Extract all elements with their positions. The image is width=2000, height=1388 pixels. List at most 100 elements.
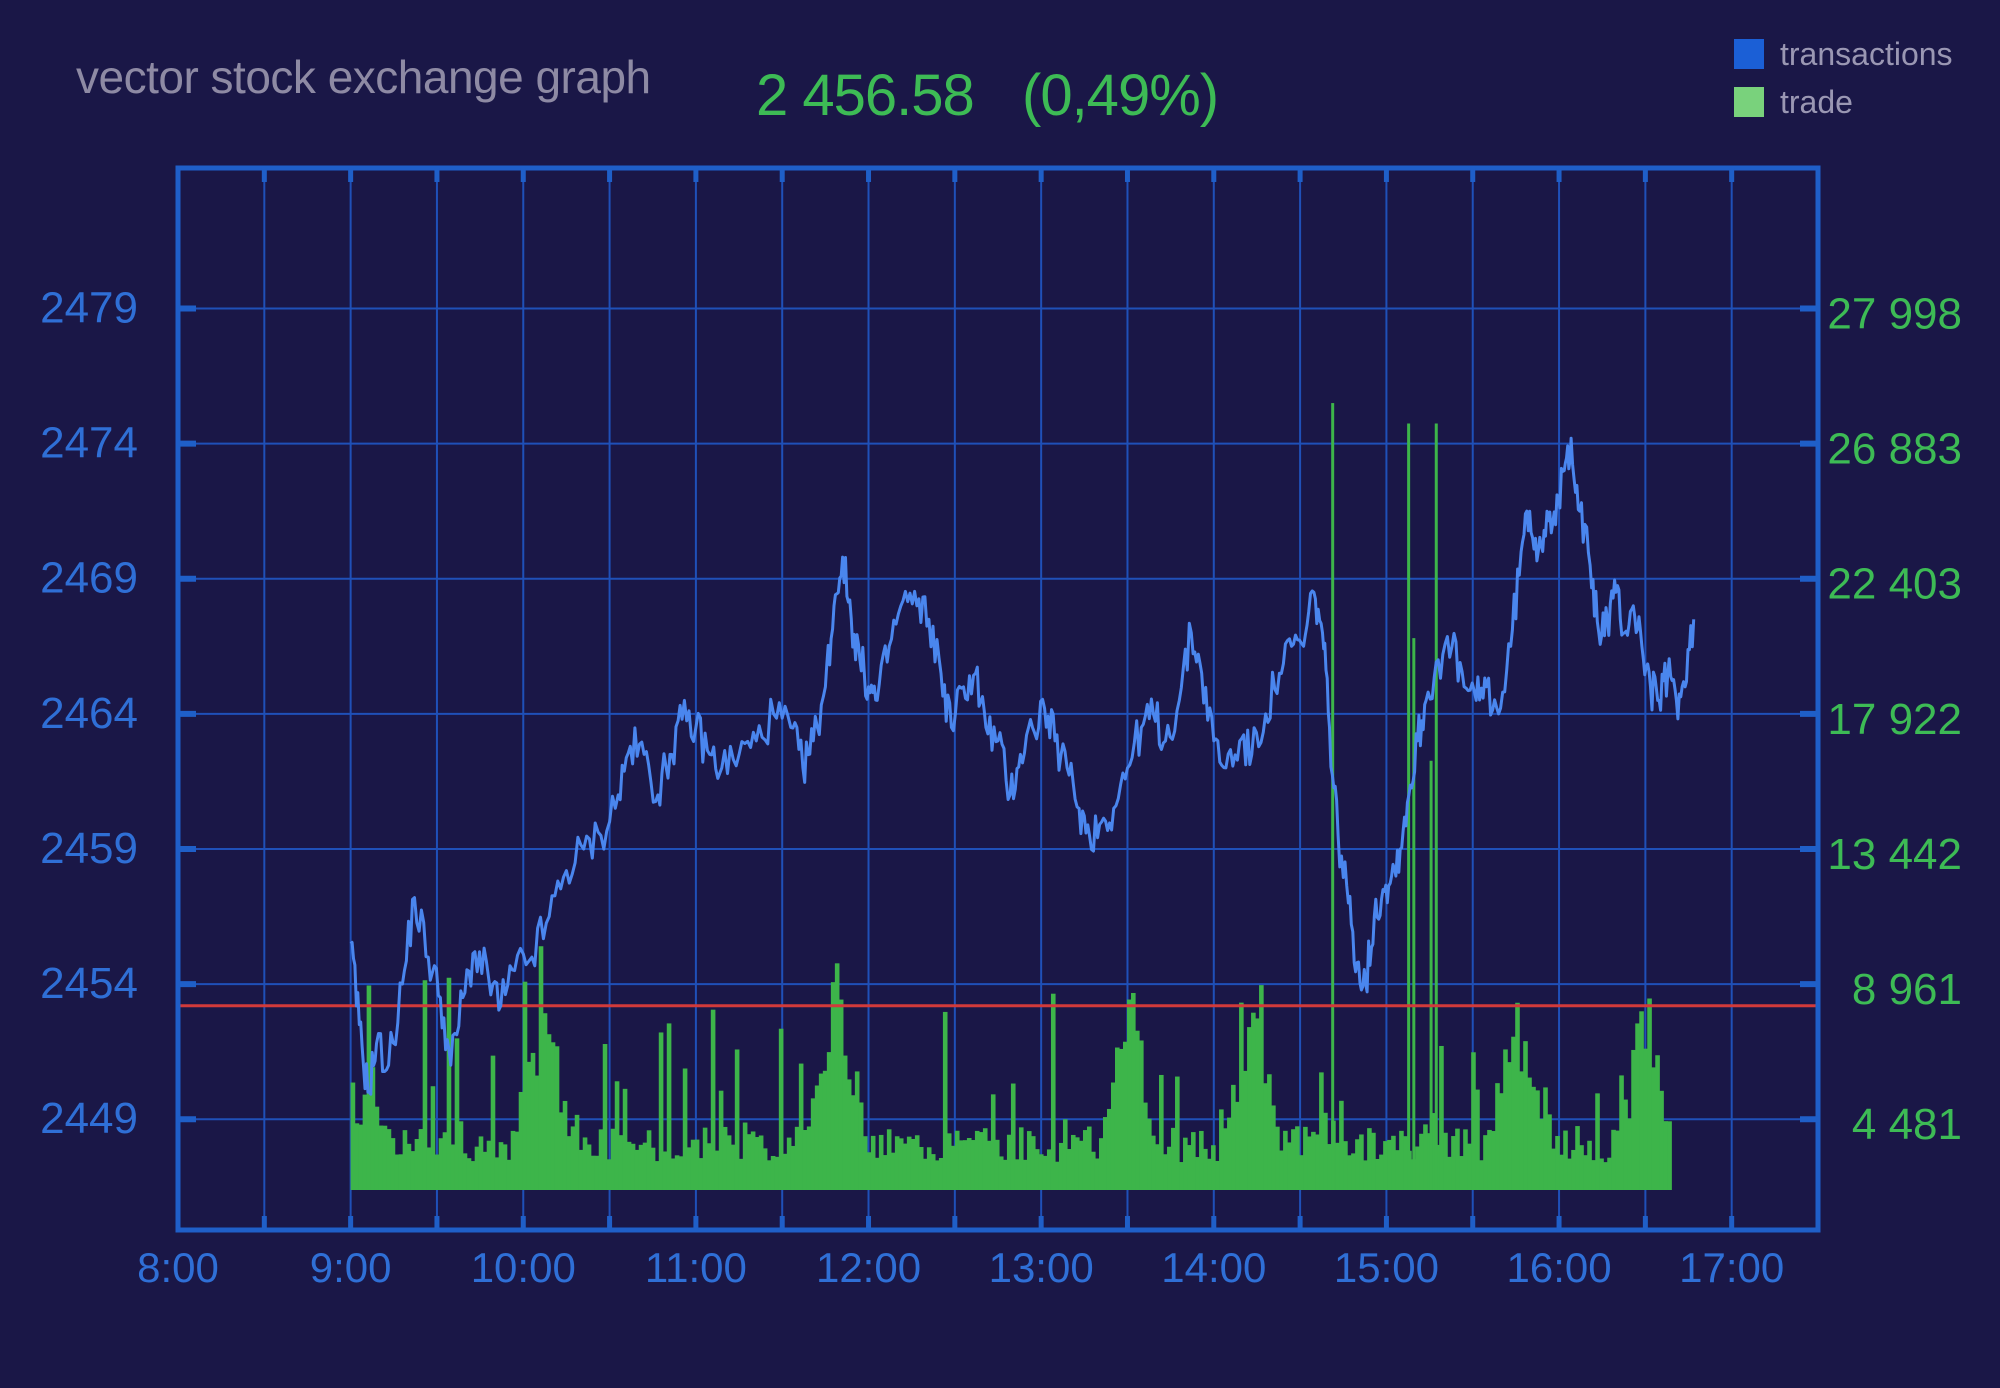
trade-bar: [946, 1133, 952, 1190]
trade-bar: [926, 1147, 932, 1190]
trade-bar: [558, 1112, 564, 1190]
legend-label-transactions: transactions: [1780, 35, 1953, 72]
trade-bar: [1050, 993, 1056, 1190]
trade-bar: [526, 1061, 532, 1190]
trade-bar: [998, 1156, 1004, 1190]
trade-bar: [1339, 1100, 1344, 1190]
trade-bar: [1559, 1154, 1564, 1190]
trade-bar: [1251, 1012, 1256, 1190]
trade-bar: [1391, 1135, 1396, 1190]
right-tick-label: 13 442: [1827, 830, 1962, 879]
trade-bar: [1263, 1083, 1268, 1190]
trade-bar: [1427, 1133, 1432, 1190]
trade-bar: [1163, 1154, 1168, 1190]
trade-bar: [1343, 1141, 1348, 1190]
trade-bar: [1379, 1154, 1384, 1190]
trade-bar: [1010, 1083, 1016, 1190]
trade-bar: [1587, 1140, 1592, 1190]
trade-bar: [1527, 1077, 1532, 1190]
trade-bar: [1151, 1135, 1156, 1190]
trade-bar: [1002, 1159, 1008, 1190]
trade-bar: [1515, 1002, 1520, 1190]
trade-bar: [1531, 1086, 1536, 1190]
trade-bar: [1034, 1149, 1040, 1190]
trade-bar: [626, 1141, 632, 1190]
trade-bar: [1175, 1076, 1180, 1190]
trade-bar: [454, 1038, 460, 1190]
trade-bar: [694, 1139, 700, 1190]
trade-bar: [966, 1138, 972, 1190]
x-tick-label: 13:00: [989, 1244, 1094, 1291]
trade-bar: [826, 1052, 832, 1190]
trade-bar: [466, 1158, 472, 1190]
plot-frame: [175, 165, 1821, 1233]
trade-bar: [1271, 1105, 1276, 1190]
trade-bar: [1231, 1084, 1236, 1190]
trade-bar: [942, 1011, 948, 1190]
trade-bar: [570, 1126, 576, 1190]
trade-bar: [822, 1070, 828, 1190]
trade-bar: [1503, 1049, 1508, 1190]
trade-bar: [802, 1130, 808, 1190]
trade-bar: [962, 1140, 968, 1190]
chart-title: vector stock exchange graph: [76, 51, 651, 103]
trade-bar: [474, 1146, 480, 1190]
trade-bar: [1026, 1131, 1032, 1190]
trade-bar: [622, 1088, 628, 1190]
trade-bar: [790, 1145, 796, 1190]
trade-bar: [1459, 1156, 1464, 1190]
trade-bar: [1579, 1145, 1584, 1190]
trade-bar: [730, 1144, 736, 1190]
trade-bar: [1495, 1083, 1500, 1190]
x-tick-label: 12:00: [816, 1244, 921, 1291]
trade-bar: [1171, 1127, 1176, 1190]
trade-bar: [1479, 1160, 1484, 1190]
trade-bar: [1467, 1143, 1472, 1190]
trade-bar: [1623, 1099, 1628, 1190]
trade-bar: [1367, 1128, 1372, 1190]
trade-bar: [1443, 1132, 1448, 1190]
x-tick-label: 9:00: [310, 1244, 392, 1291]
trade-bar: [1463, 1129, 1468, 1190]
trade-bar: [922, 1158, 928, 1190]
trade-bar: [1611, 1129, 1616, 1190]
trade-bar: [1118, 1048, 1124, 1190]
trade-bar: [678, 1156, 684, 1190]
trade-bar: [1030, 1136, 1036, 1190]
trade-bar: [782, 1153, 788, 1190]
trade-bar: [1555, 1136, 1560, 1190]
trade-bar: [890, 1152, 896, 1190]
legend: transactions trade: [1734, 30, 1953, 126]
trade-bar: [1383, 1141, 1388, 1190]
trade-bar: [514, 1131, 520, 1190]
trade-bar: [786, 1137, 792, 1190]
trade-bar: [1110, 1082, 1116, 1190]
trade-bar: [914, 1135, 920, 1190]
trade-bar: [414, 1139, 420, 1190]
trade-bar: [1094, 1158, 1100, 1190]
trade-bar: [1627, 1118, 1632, 1190]
legend-item-transactions: transactions: [1734, 30, 1953, 78]
trade-bar: [1046, 1149, 1052, 1190]
trade-bar: [750, 1131, 756, 1190]
trade-bar: [1603, 1162, 1608, 1190]
trade-bar: [1319, 1072, 1324, 1190]
trade-bar: [614, 1081, 620, 1190]
trade-bar: [1066, 1149, 1072, 1190]
left-tick-label: 2449: [40, 1094, 138, 1143]
legend-swatch-transactions: [1734, 39, 1764, 69]
trade-bar: [970, 1140, 976, 1190]
trade-bar: [502, 1144, 508, 1190]
trade-bar: [1058, 1142, 1064, 1190]
trade-bar: [1335, 1142, 1340, 1190]
x-tick-label: 16:00: [1506, 1244, 1611, 1291]
trade-bar: [1267, 1074, 1272, 1190]
trade-bar: [854, 1071, 860, 1190]
trade-bar: [878, 1134, 884, 1190]
trade-bar: [542, 1013, 548, 1190]
trade-bar: [1487, 1129, 1492, 1190]
trade-bar: [686, 1147, 692, 1190]
trade-bar: [1499, 1093, 1504, 1190]
trade-bar: [1475, 1089, 1480, 1190]
trade-bar: [814, 1085, 820, 1190]
